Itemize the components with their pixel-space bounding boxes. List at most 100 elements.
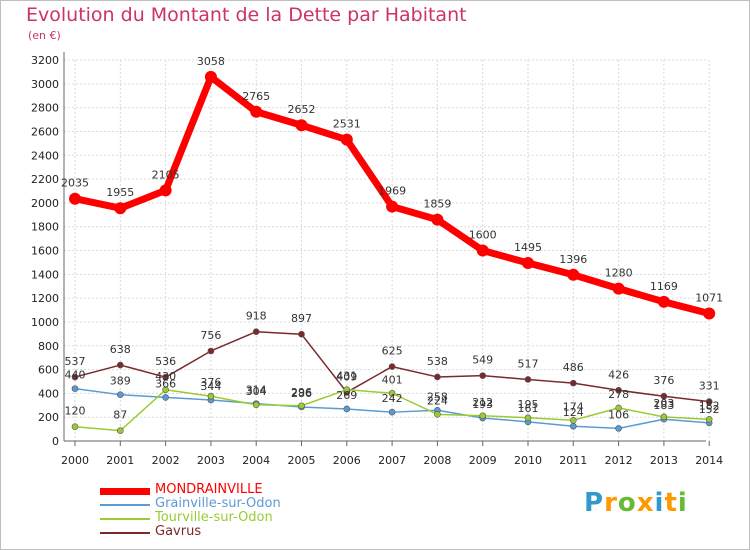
data-point [434, 411, 441, 418]
data-label: 314 [246, 384, 267, 397]
data-point [71, 385, 79, 392]
legend-item: MONDRAINVILLE [100, 482, 360, 498]
logo-letter: t [664, 488, 678, 518]
legend-label: Tourville-sur-Odon [155, 510, 273, 525]
legend-item: Tourville-sur-Odon [100, 510, 360, 526]
data-point [479, 372, 487, 379]
data-point [703, 307, 716, 320]
data-label: 431 [336, 370, 357, 383]
data-label: 549 [472, 354, 493, 367]
data-label: 376 [200, 376, 221, 389]
data-point [615, 425, 622, 432]
data-label: 203 [653, 397, 674, 410]
x-tick-label: 2009 [469, 454, 497, 467]
x-tick-label: 2007 [378, 454, 406, 467]
data-point [162, 373, 169, 381]
y-tick-label: 800 [38, 340, 59, 353]
data-point [117, 427, 124, 434]
data-label: 1859 [423, 198, 451, 211]
data-label: 517 [518, 357, 539, 370]
data-point [207, 347, 215, 355]
data-label: 625 [382, 345, 403, 358]
data-label: 426 [608, 368, 629, 381]
chart-title: Evolution du Montant de la Dette par Hab… [26, 4, 467, 26]
data-point [252, 401, 260, 409]
data-point [569, 379, 577, 387]
y-tick-label: 2600 [31, 125, 59, 138]
data-label: 1071 [695, 291, 723, 304]
x-tick-label: 2010 [514, 454, 542, 467]
y-tick-label: 2200 [31, 173, 59, 186]
data-point [388, 389, 396, 397]
data-label: 258 [427, 390, 448, 403]
data-point [705, 416, 713, 423]
data-point [162, 386, 169, 394]
data-label: 269 [336, 389, 357, 402]
legend-swatch [100, 504, 150, 506]
y-tick-label: 1000 [31, 316, 59, 329]
x-tick-label: 2000 [61, 454, 89, 467]
x-tick-label: 2005 [288, 454, 316, 467]
x-tick-label: 2013 [650, 454, 678, 467]
data-label: 286 [291, 387, 312, 400]
data-point [522, 257, 534, 270]
data-label: 278 [608, 388, 629, 401]
data-point [612, 282, 625, 295]
legend-swatch [100, 532, 150, 534]
data-point [388, 363, 396, 370]
data-point [343, 405, 351, 413]
data-point [71, 373, 79, 381]
data-point [660, 392, 668, 400]
y-tick-label: 400 [38, 387, 59, 400]
data-label: 537 [65, 355, 86, 368]
data-point [386, 200, 399, 213]
data-point [159, 184, 172, 197]
data-point [660, 413, 668, 421]
data-label: 182 [699, 399, 720, 412]
data-point [615, 386, 622, 394]
y-tick-label: 1800 [31, 221, 59, 234]
x-tick-label: 2002 [152, 454, 180, 467]
data-point [204, 70, 217, 83]
proxiti-logo: Proxiti [584, 488, 688, 518]
data-label: 2652 [288, 103, 316, 116]
data-label: 3058 [197, 55, 225, 68]
data-label: 224 [427, 394, 448, 407]
data-point [250, 105, 263, 118]
data-label: 331 [699, 380, 720, 393]
logo-letter: r [604, 488, 618, 518]
legend-item: Gavrus [100, 524, 360, 540]
data-label: 486 [563, 361, 584, 374]
data-label: 344 [200, 380, 221, 393]
y-tick-label: 2800 [31, 102, 59, 115]
data-label: 389 [110, 375, 131, 388]
data-label: 409 [336, 370, 357, 383]
data-point [476, 244, 489, 257]
legend-swatch [100, 518, 150, 520]
data-label: 195 [518, 398, 539, 411]
data-point [657, 295, 670, 308]
data-point [343, 386, 351, 393]
data-point [71, 423, 79, 431]
data-label: 2035 [61, 177, 89, 190]
data-label: 638 [110, 343, 131, 356]
data-point [340, 133, 353, 146]
data-label: 242 [382, 392, 403, 405]
legend-label: Gavrus [155, 524, 202, 539]
legend-swatch [100, 488, 150, 495]
data-label: 212 [472, 396, 493, 409]
data-label: 1600 [469, 229, 497, 242]
line-chart: 0 200 400 600 800 1000 1200 1400 1600 1800 2000 220… [31, 52, 723, 467]
data-point [207, 392, 215, 400]
y-tick-label: 600 [38, 364, 59, 377]
data-label: 366 [155, 377, 176, 390]
x-tick-label: 2011 [559, 454, 587, 467]
y-tick-label: 1600 [31, 245, 59, 258]
data-point [524, 376, 532, 383]
y-tick-label: 1400 [31, 268, 59, 281]
data-point [298, 402, 305, 410]
chart-legend: MONDRAINVILLE Grainville-sur-Odon Tourvill… [100, 482, 360, 540]
x-tick-label: 2014 [695, 454, 723, 467]
data-point [252, 328, 260, 336]
data-point [162, 394, 169, 401]
